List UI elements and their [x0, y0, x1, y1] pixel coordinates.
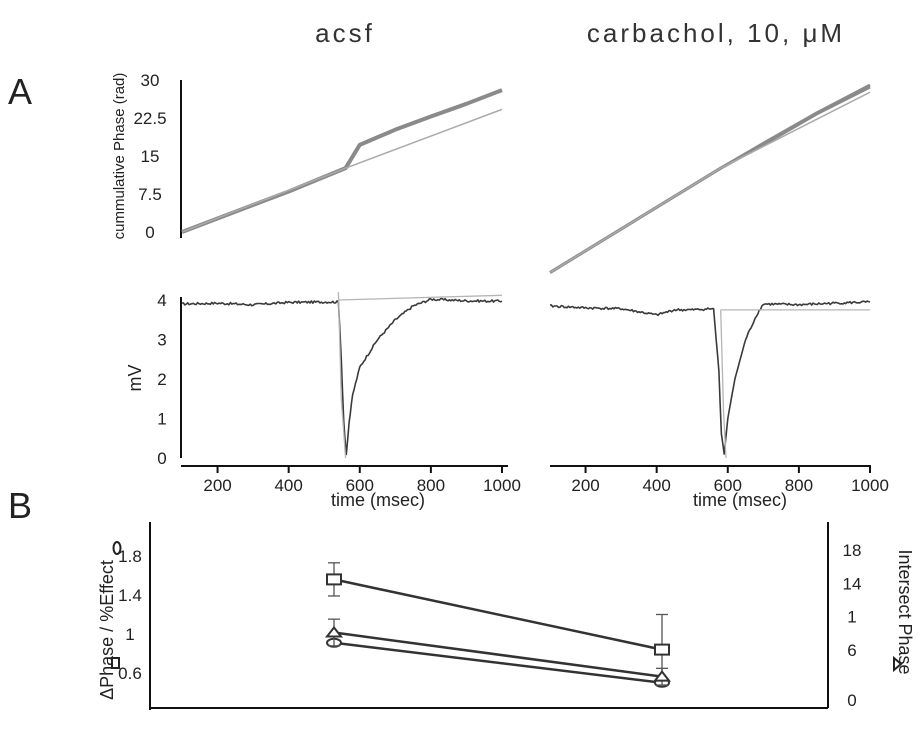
time-x-tick: 600 [714, 476, 742, 495]
square-marker [326, 573, 342, 586]
summary-right-tick: 1 [847, 608, 856, 627]
triangle-marker [324, 625, 344, 638]
time-x-tick: 1000 [483, 476, 521, 495]
voltage-series-line [720, 309, 727, 459]
time-x-tick: 800 [785, 476, 813, 495]
column-title-carbachol: carbachol, 10, μM [587, 18, 845, 48]
voltage-y-tick: 3 [157, 331, 166, 350]
phase-y-tick: 30 [141, 71, 160, 90]
voltage-y-tick: 4 [157, 291, 166, 310]
time-x-tick: 400 [642, 476, 670, 495]
phase-chart-acsf: cummulative Phase (rad) 0 7.5 15 22.5 30 [111, 71, 503, 242]
panel-label-a: A [8, 71, 32, 112]
time-x-tick: 200 [571, 476, 599, 495]
voltage-y-label: mV [125, 365, 145, 392]
phase-series-line [549, 85, 871, 274]
voltage-y-tick: 0 [157, 449, 166, 468]
summary-chart: ΔPhase / %Effect Intersect Phase 0.6 1 1.4… [97, 522, 915, 710]
column-title-acsf: acsf [315, 18, 375, 48]
time-x-tick: 800 [417, 476, 445, 495]
voltage-chart-acsf: mV time (msec) 0 1 2 3 4 200 400 600 800 1000 [125, 291, 521, 510]
voltage-series-line [337, 292, 347, 459]
triangle-legend-icon [893, 655, 903, 673]
phase-y-label: cummulative Phase (rad) [111, 73, 128, 240]
panel-label-b: B [8, 485, 32, 526]
phase-y-tick: 0 [145, 223, 154, 242]
phase-y-tick: 15 [141, 147, 160, 166]
summary-right-tick: 6 [847, 641, 856, 660]
phase-chart-carbachol [549, 83, 871, 274]
voltage-y-tick: 2 [157, 370, 166, 389]
summary-left-tick: 0.6 [118, 664, 142, 683]
voltage-series-line [181, 297, 503, 456]
summary-right-label: Intersect Phase [895, 549, 915, 674]
triangle-marker [652, 670, 672, 682]
phase-y-tick: 22.5 [133, 109, 166, 128]
summary-left-tick: 1.4 [118, 586, 142, 605]
summary-series-line [333, 578, 663, 651]
summary-left-tick: 1 [125, 625, 134, 644]
time-x-label-acsf: time (msec) [331, 490, 425, 510]
phase-series-line [549, 91, 871, 274]
summary-right-tick: 14 [843, 574, 862, 593]
time-x-tick: 600 [346, 476, 374, 495]
voltage-y-tick: 1 [157, 410, 166, 429]
phase-y-tick: 7.5 [138, 185, 162, 204]
summary-right-tick: 18 [843, 541, 862, 560]
voltage-chart-carbachol: time (msec) 200 400 600 800 1000 [549, 300, 889, 510]
time-x-tick: 200 [203, 476, 231, 495]
time-x-tick: 1000 [851, 476, 889, 495]
time-x-label-carbachol: time (msec) [693, 490, 787, 510]
summary-series-line [333, 631, 663, 678]
phase-series-line [181, 88, 503, 234]
square-marker [654, 643, 670, 656]
voltage-series-line [338, 294, 503, 301]
summary-left-label: ΔPhase / %Effect [97, 560, 117, 700]
circle-legend-icon [112, 541, 122, 555]
voltage-series-line [549, 300, 871, 455]
time-x-tick: 400 [274, 476, 302, 495]
summary-series-line [333, 641, 663, 684]
summary-right-tick: 0 [847, 691, 856, 710]
phase-series-line [181, 108, 503, 233]
summary-left-tick: 1.8 [118, 547, 142, 566]
square-legend-icon [111, 657, 120, 669]
